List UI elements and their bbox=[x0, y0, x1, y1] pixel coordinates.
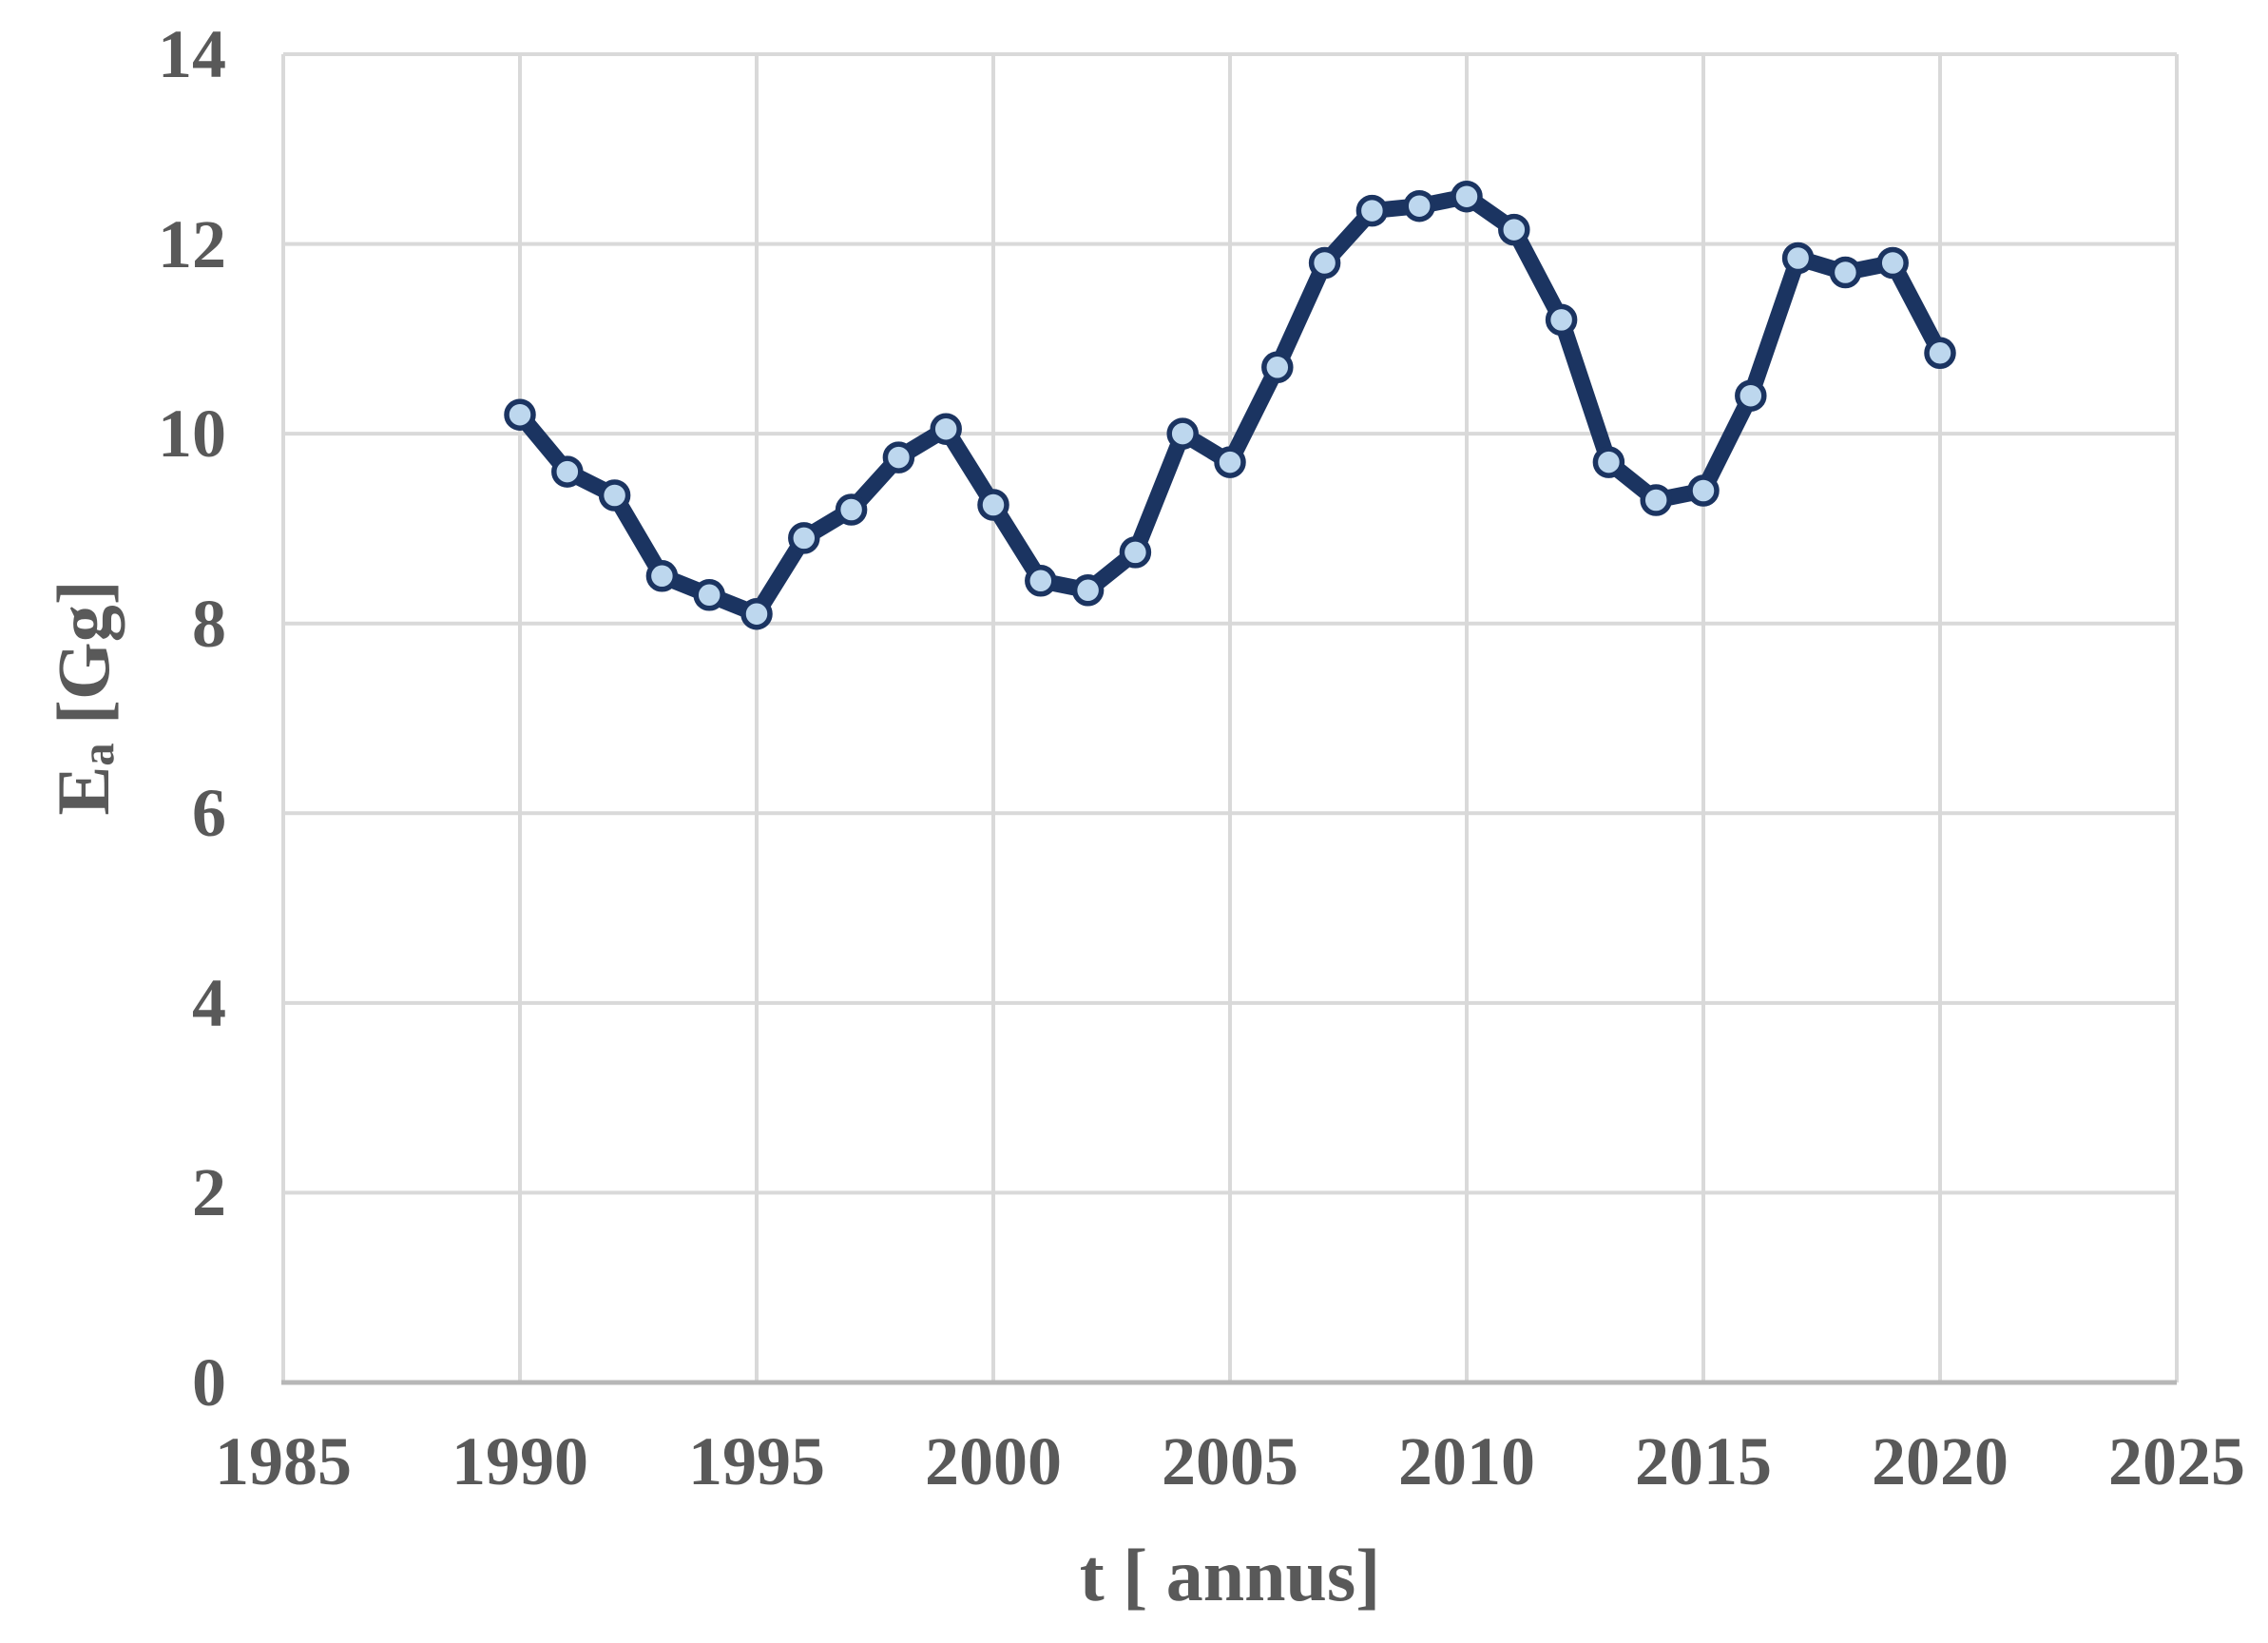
data-point-marker bbox=[1640, 484, 1672, 516]
x-tick-label: 1990 bbox=[452, 1423, 588, 1499]
data-point-marker bbox=[1214, 446, 1246, 478]
y-tick-label: 6 bbox=[192, 775, 226, 852]
y-axis-title-base: E bbox=[42, 765, 125, 816]
data-point-marker bbox=[1451, 180, 1483, 213]
x-tick-label: 1985 bbox=[215, 1423, 352, 1499]
data-point-marker bbox=[788, 522, 820, 554]
y-axis-title-unit: [Gg] bbox=[42, 580, 125, 744]
y-tick-label: 0 bbox=[192, 1344, 226, 1421]
data-point-marker bbox=[645, 560, 679, 592]
x-tick-label: 2025 bbox=[2108, 1423, 2245, 1499]
x-tick-label: 1995 bbox=[688, 1423, 825, 1499]
data-point-marker bbox=[1071, 574, 1105, 607]
data-point-marker bbox=[693, 579, 725, 611]
y-axis-title: Ea [Gg] bbox=[41, 580, 126, 815]
data-point-marker bbox=[1261, 351, 1294, 384]
data-point-marker bbox=[882, 441, 915, 474]
data-point-marker bbox=[1498, 213, 1530, 246]
y-tick-label: 14 bbox=[158, 16, 226, 92]
data-point-marker bbox=[1876, 246, 1909, 280]
x-tick-label: 2020 bbox=[1872, 1423, 2009, 1499]
data-point-marker bbox=[740, 597, 773, 630]
y-tick-label: 4 bbox=[192, 964, 226, 1041]
x-axis-title: t [ annus] bbox=[1079, 1534, 1381, 1616]
data-point-marker bbox=[551, 455, 584, 488]
data-point-marker bbox=[930, 413, 962, 445]
data-point-marker bbox=[1355, 194, 1389, 227]
data-point-marker bbox=[1781, 242, 1815, 275]
data-point-marker bbox=[1119, 536, 1152, 569]
x-tick-label: 2015 bbox=[1635, 1423, 1772, 1499]
y-tick-label: 12 bbox=[158, 205, 226, 282]
data-point-marker bbox=[1735, 379, 1767, 412]
y-tick-label: 2 bbox=[192, 1154, 226, 1231]
data-point-marker bbox=[1687, 474, 1720, 507]
y-tick-label: 8 bbox=[192, 585, 226, 662]
y-tick-label: 10 bbox=[158, 396, 226, 473]
data-point-marker bbox=[1308, 246, 1341, 280]
x-tick-label: 2005 bbox=[1162, 1423, 1298, 1499]
data-point-marker bbox=[1924, 337, 1956, 370]
data-point-marker bbox=[1166, 417, 1199, 450]
data-point-marker bbox=[977, 489, 1009, 521]
data-point-marker bbox=[835, 493, 868, 526]
x-tick-label: 2010 bbox=[1398, 1423, 1535, 1499]
data-point-marker bbox=[504, 398, 536, 431]
data-point-marker bbox=[1545, 303, 1578, 337]
data-point-marker bbox=[1829, 256, 1862, 289]
data-point-marker bbox=[1025, 565, 1057, 597]
data-point-marker bbox=[598, 479, 631, 512]
y-axis-title-subscript: a bbox=[72, 743, 124, 766]
x-tick-label: 2000 bbox=[925, 1423, 1062, 1499]
data-point-marker bbox=[1403, 189, 1435, 222]
data-point-marker bbox=[1592, 446, 1625, 478]
